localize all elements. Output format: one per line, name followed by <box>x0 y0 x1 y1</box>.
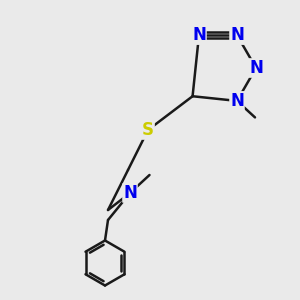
Text: S: S <box>142 121 154 139</box>
Text: N: N <box>230 92 244 110</box>
Text: N: N <box>123 184 137 202</box>
Text: N: N <box>192 26 206 44</box>
Text: N: N <box>249 59 263 77</box>
Text: N: N <box>230 26 244 44</box>
